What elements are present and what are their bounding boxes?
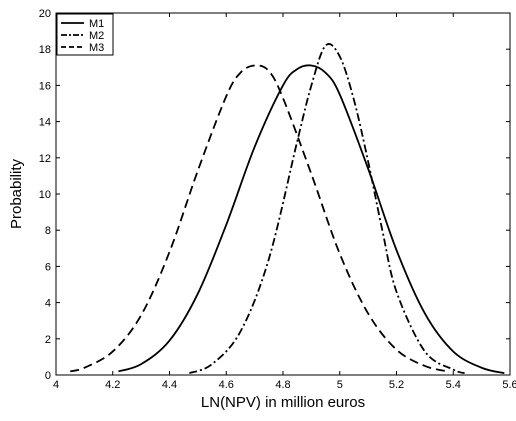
y-tick-label: 20 bbox=[39, 8, 51, 20]
legend-label-m2: M2 bbox=[89, 30, 104, 42]
legend-label-m3: M3 bbox=[89, 42, 104, 54]
x-tick-label: 4.2 bbox=[105, 379, 120, 391]
y-tick-label: 10 bbox=[39, 189, 51, 201]
ticks-layer: 4 4.2 4.4 4.6 4.8 5 5.2 5.4 5.6 0 2 4 6 8 10 12 14 16 18 20 bbox=[39, 8, 516, 391]
y-tick-label: 16 bbox=[39, 80, 51, 92]
legend-label-m1: M1 bbox=[89, 18, 104, 30]
series-line-m2 bbox=[189, 43, 465, 375]
y-tick-label: 8 bbox=[45, 225, 51, 237]
x-tick-label: 4.8 bbox=[275, 379, 290, 391]
y-tick-label: 12 bbox=[39, 153, 51, 165]
plot-frame bbox=[55, 12, 511, 376]
series-line-m3 bbox=[69, 64, 448, 373]
x-tick-label: 5 bbox=[337, 379, 343, 391]
y-tick-label: 4 bbox=[45, 298, 51, 310]
x-tick-label: 4 bbox=[53, 379, 59, 391]
y-tick-label: 0 bbox=[45, 370, 51, 382]
y-tick-label: 18 bbox=[39, 44, 51, 56]
series-layer bbox=[69, 43, 505, 375]
x-tick-label: 5.6 bbox=[502, 379, 516, 391]
x-tick-label: 5.2 bbox=[389, 379, 404, 391]
x-tick-label: 5.4 bbox=[446, 379, 461, 391]
x-axis-label: LN(NPV) in million euros bbox=[201, 394, 365, 411]
x-tick-label: 4.6 bbox=[219, 379, 234, 391]
y-tick-label: 2 bbox=[45, 334, 51, 346]
series-line-m1 bbox=[118, 64, 505, 375]
y-tick-label: 6 bbox=[45, 261, 51, 273]
y-tick-label: 14 bbox=[39, 117, 51, 129]
y-axis-label: Probability bbox=[8, 158, 25, 229]
x-tick-label: 4.4 bbox=[162, 379, 177, 391]
